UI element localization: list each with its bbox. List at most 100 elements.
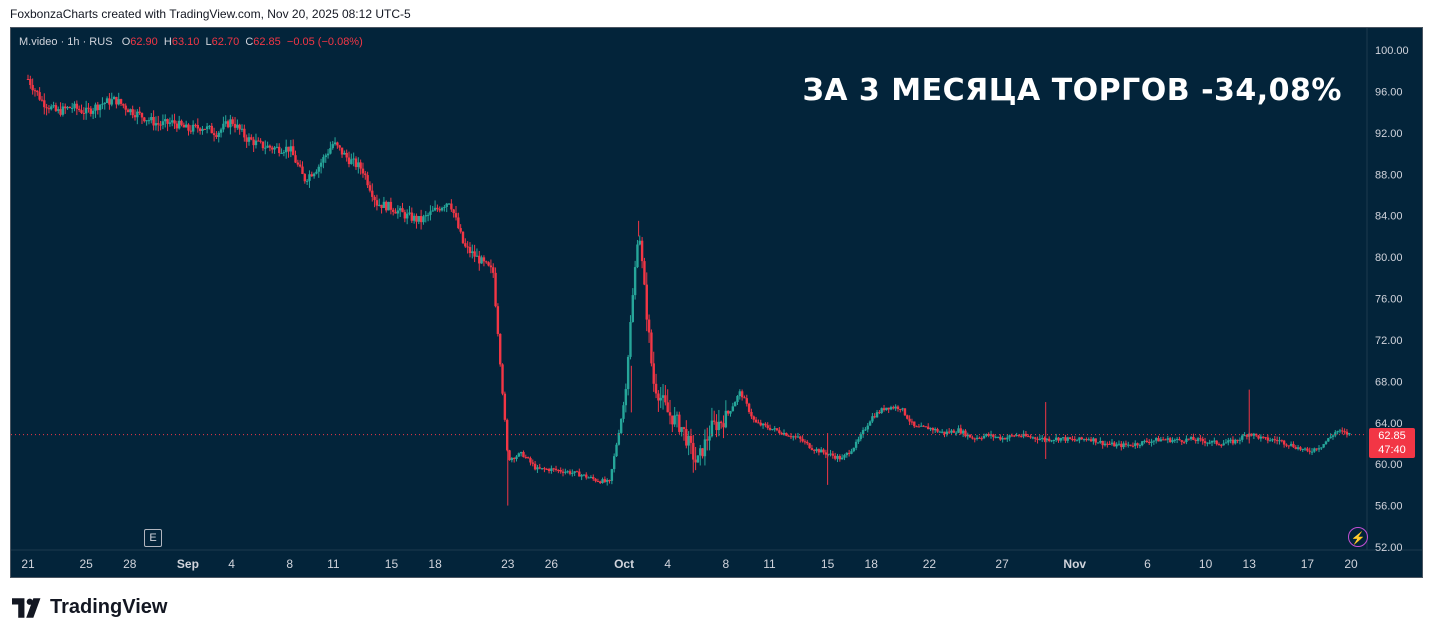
candle-body (75, 103, 79, 109)
candle-body (347, 157, 351, 165)
chart-attribution: FoxbonzaCharts created with TradingView.… (10, 7, 411, 21)
candle-body (717, 421, 721, 431)
x-tick-label: 6 (1144, 557, 1151, 571)
candle-body (629, 322, 632, 357)
candle-body (331, 144, 334, 149)
candle-body (1057, 437, 1060, 441)
candle-body (1003, 438, 1007, 440)
candle-body (445, 203, 448, 207)
candle-body (840, 457, 844, 460)
candle-body (1087, 439, 1090, 441)
candle-body (101, 103, 104, 105)
candle-body (1175, 438, 1179, 440)
candle-body (408, 212, 411, 214)
candle-body (291, 146, 295, 156)
candle-body (864, 429, 867, 431)
candle-body (1345, 431, 1349, 435)
tradingview-logo-icon (12, 597, 41, 618)
candle-body (364, 173, 367, 176)
candle-body (478, 255, 481, 264)
candle-body (747, 403, 751, 412)
candle-body (606, 480, 609, 482)
candle-body (713, 420, 716, 422)
candle-body (1243, 435, 1246, 437)
candle-body (540, 468, 544, 470)
candle-body (140, 112, 144, 118)
candle-body (787, 435, 790, 437)
candle-body (289, 146, 293, 152)
low-value: 62.70 (211, 36, 240, 48)
candle-body (464, 243, 467, 247)
candle-body (1031, 437, 1035, 439)
candle-body (612, 456, 616, 470)
candle-body (84, 107, 88, 114)
y-tick-label: 56.00 (1375, 501, 1403, 513)
symbol-name[interactable]: M.video · 1h · RUS (19, 36, 113, 48)
earnings-icon[interactable]: E (144, 529, 162, 547)
candle-body (473, 251, 476, 257)
candle-body (1141, 441, 1144, 446)
candle-body (310, 174, 313, 177)
candle-body (1008, 435, 1011, 438)
candle-body (596, 481, 600, 483)
candle-body (359, 162, 362, 169)
y-tick-label: 84.00 (1375, 211, 1403, 223)
candle-body (1241, 435, 1244, 440)
candle-body (343, 152, 346, 155)
candle-body (636, 244, 639, 268)
candle-body (822, 449, 825, 453)
candle-body (294, 155, 297, 163)
y-tick-label: 60.00 (1375, 459, 1403, 471)
candle-body (645, 284, 648, 320)
candle-body (122, 103, 125, 106)
candle-body (57, 109, 60, 111)
candle-body (182, 124, 186, 128)
chart-panel[interactable]: 100.00 96.00 92.00 88.00 84.00 80.00 76.00 72.0… (10, 27, 1423, 578)
candle-body (685, 429, 688, 446)
candle-body (666, 402, 669, 413)
candle-body (1252, 433, 1256, 436)
candle-body (1080, 437, 1083, 440)
candle-body (1110, 442, 1114, 445)
candle-body (582, 474, 586, 476)
candle-body (357, 162, 360, 168)
lightning-icon[interactable]: ⚡ (1348, 527, 1368, 547)
candle-body (105, 98, 109, 103)
x-tick-label: 18 (865, 557, 879, 571)
candle-body (196, 125, 200, 129)
candle-body (154, 123, 158, 126)
candle-body (426, 214, 430, 216)
chart-headline: ЗА 3 МЕСЯЦА ТОРГОВ -34,08% (802, 73, 1342, 108)
x-tick-label: Nov (1063, 557, 1086, 571)
candle-body (1289, 443, 1293, 446)
candle-body (1047, 438, 1051, 441)
candle-body (508, 450, 511, 461)
candle-body (1287, 445, 1290, 447)
candle-body (517, 453, 521, 457)
candle-body (405, 213, 409, 219)
candle-body (829, 453, 832, 455)
candle-body (668, 412, 672, 416)
candle-body (678, 414, 681, 432)
candle-body (26, 78, 30, 80)
candlestick-chart[interactable]: 100.00 96.00 92.00 88.00 84.00 80.00 76.00 72.0… (11, 28, 1422, 577)
candle-body (650, 332, 653, 364)
candle-body (485, 261, 488, 263)
candle-body (815, 449, 818, 451)
candle-body (1115, 444, 1118, 447)
candle-body (975, 437, 979, 439)
candle-body (696, 455, 700, 463)
candle-body (301, 166, 304, 175)
tradingview-logo[interactable]: TradingView (12, 596, 167, 619)
candle-body (1075, 440, 1079, 442)
candle-body (531, 462, 534, 464)
candle-body (543, 468, 546, 470)
candle-body (222, 123, 225, 130)
y-tick-label: 64.00 (1375, 418, 1403, 430)
candle-body (368, 185, 372, 191)
candle-body (126, 109, 130, 113)
candle-body (622, 405, 625, 419)
candle-body (136, 111, 139, 118)
candle-body (205, 126, 209, 130)
candle-body (889, 407, 893, 410)
